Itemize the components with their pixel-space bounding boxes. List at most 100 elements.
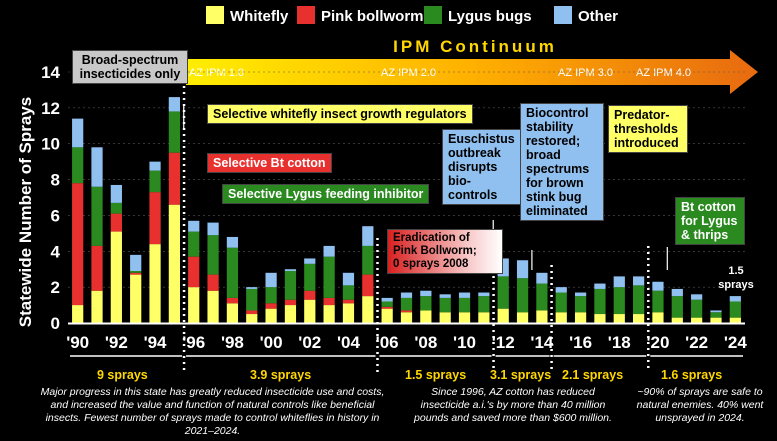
lygus-inhibitor-box: Selective Lygus feeding inhibitor	[222, 184, 430, 204]
bar-2015-whitefly	[555, 312, 567, 323]
x-tick-label-2008: '08	[414, 333, 437, 352]
legend-label-lygus-bugs: Lygus bugs	[448, 8, 532, 25]
x-tick-label-1990: '90	[66, 333, 89, 352]
bar-1992-other	[110, 184, 122, 203]
bar-2003-other	[323, 245, 335, 257]
y-tick-label-6: 6	[51, 206, 60, 225]
bar-2007-whitefly	[400, 312, 413, 323]
bar-2005-pink-bollworm	[362, 274, 374, 297]
eradication-box: Eradication of Pink Bollworm; 0 sprays 2…	[387, 229, 503, 274]
bar-1992-pink-bollworm	[110, 213, 122, 232]
x-tick-label-2016: '16	[569, 333, 592, 352]
bar-2011-other	[478, 292, 490, 297]
ipm-continuum-arrow: IPM Continuum AZ IPM 1.0 AZ IPM 2.0 AZ I…	[186, 37, 758, 94]
bar-1997-lygus-bugs	[207, 235, 219, 275]
bar-2023-whitefly	[710, 317, 722, 323]
bar-2019-other	[633, 276, 645, 286]
ipm-continuum-title: IPM Continuum	[393, 37, 557, 56]
period-label-1990-1995: 9 sprays	[97, 368, 148, 382]
bar-2008-whitefly	[420, 310, 432, 323]
period-label-2015-2019: 2.1 sprays	[562, 368, 624, 382]
bar-2002-other	[304, 258, 316, 264]
bar-2021-whitefly	[671, 317, 683, 323]
period-label-2012-2014: 3.1 sprays	[490, 368, 552, 382]
bar-1998-lygus-bugs	[226, 247, 239, 298]
bar-1993-whitefly	[130, 274, 142, 323]
footnote-right: ~90% of sprays are safe to natural enemi…	[636, 386, 764, 424]
bar-1995-pink-bollworm	[168, 152, 180, 205]
bar-2024-lygus-bugs	[729, 301, 741, 318]
bar-2022-lygus-bugs	[691, 299, 703, 318]
x-tick-label-1992: '92	[105, 333, 128, 352]
bar-1993-lygus-bugs	[130, 271, 142, 273]
bar-2013-lygus-bugs	[516, 278, 529, 313]
legend-swatch-other	[554, 6, 572, 24]
eradication-line-2: Pink Bollworm;	[393, 245, 477, 257]
bar-2006-whitefly	[381, 308, 393, 323]
x-tick-label-2018: '18	[608, 333, 631, 352]
x-tick-label-2014: '14	[530, 333, 553, 352]
bar-2023-other	[710, 310, 722, 313]
bar-2004-lygus-bugs	[342, 285, 355, 300]
bar-1990-whitefly	[72, 305, 84, 323]
bar-2000-other	[265, 272, 277, 288]
bar-2002-lygus-bugs	[304, 263, 316, 291]
x-tick-label-2010: '10	[453, 333, 476, 352]
bar-2021-lygus-bugs	[671, 296, 683, 318]
bar-2017-other	[594, 283, 606, 289]
eradication-line-1: Eradication of	[393, 232, 470, 244]
y-tick-label-4: 4	[51, 242, 61, 261]
ipm-stage-3: AZ IPM 3.0	[558, 67, 613, 79]
x-tick-label-1994: '94	[144, 333, 167, 352]
bt-lygus-box: Bt cotton for Lygus & thrips	[675, 197, 745, 245]
bar-2000-lygus-bugs	[265, 287, 277, 304]
y-tick-label-10: 10	[41, 135, 60, 154]
bar-1994-lygus-bugs	[149, 170, 161, 193]
bar-1999-whitefly	[246, 314, 258, 323]
bar-2014-other	[536, 272, 548, 284]
bar-1997-other	[207, 222, 219, 236]
bar-2010-lygus-bugs	[458, 297, 471, 313]
ipm-stage-1: AZ IPM 1.0	[189, 67, 244, 79]
bar-2007-pink-bollworm	[400, 310, 413, 313]
predator-thresholds-box: Predator-thresholds introduced	[608, 105, 688, 153]
x-tick-label-2006: '06	[376, 333, 399, 352]
y-tick-label-8: 8	[51, 171, 60, 190]
bar-2001-other	[284, 269, 297, 272]
bar-2008-other	[420, 290, 432, 297]
sprays-2024-unit: sprays	[718, 279, 754, 291]
bar-1995-whitefly	[168, 204, 180, 323]
bar-1992-whitefly	[110, 231, 122, 323]
bar-2013-other	[516, 260, 529, 279]
bar-2011-lygus-bugs	[478, 296, 490, 313]
bar-1996-lygus-bugs	[188, 231, 200, 257]
legend-swatch-lygus-bugs	[424, 6, 442, 24]
igr-box: Selective whitefly insect growth regulat…	[207, 104, 473, 124]
bar-2005-lygus-bugs	[362, 245, 374, 275]
bar-2023-lygus-bugs	[710, 312, 722, 318]
bar-2005-other	[362, 226, 374, 246]
x-tick-label-1996: '96	[182, 333, 205, 352]
bar-2015-other	[555, 287, 567, 293]
period-label-1996-2005: 3.9 sprays	[250, 368, 312, 382]
sprays-2024-value: 1.5	[728, 265, 744, 277]
bar-2010-whitefly	[458, 312, 471, 323]
bar-1991-other	[91, 147, 103, 187]
bar-2020-whitefly	[652, 312, 664, 323]
bar-2003-pink-bollworm	[323, 297, 335, 306]
y-axis-label: Statewide Number of Sprays	[16, 97, 35, 328]
bar-2017-lygus-bugs	[594, 288, 606, 315]
bar-1999-pink-bollworm	[246, 310, 258, 315]
bar-2002-whitefly	[304, 299, 316, 323]
x-tick-label-2002: '02	[298, 333, 321, 352]
bar-2012-lygus-bugs	[497, 276, 509, 309]
bar-2002-pink-bollworm	[304, 290, 316, 300]
bar-1998-whitefly	[226, 303, 239, 323]
x-tick-label-2020: '20	[646, 333, 669, 352]
bar-2009-other	[439, 294, 451, 298]
bar-2001-whitefly	[284, 305, 297, 323]
bar-2006-lygus-bugs	[381, 301, 393, 307]
bar-1998-other	[226, 236, 239, 248]
x-tick-label-2024: '24	[724, 333, 747, 352]
bar-2012-whitefly	[497, 308, 509, 323]
